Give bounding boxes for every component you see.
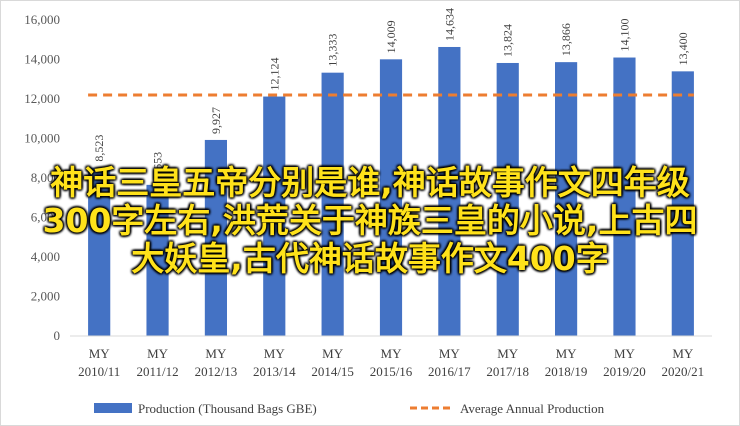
bar bbox=[263, 96, 286, 337]
y-tick-label: 2,000 bbox=[31, 289, 60, 304]
x-tick-label: 2011/12 bbox=[136, 364, 178, 379]
bar bbox=[321, 72, 344, 336]
bar-value-label: 13,824 bbox=[501, 24, 515, 57]
x-tick-label: 2014/15 bbox=[311, 364, 354, 379]
x-axis: MY 2010/11 MY 2011/12 MY 2012/13 MY 2013/14 MY 20… bbox=[70, 335, 712, 379]
bar-value-label: 13,866 bbox=[559, 23, 573, 56]
bars bbox=[88, 46, 694, 337]
x-tick-label: MY bbox=[672, 346, 694, 361]
bar bbox=[438, 46, 461, 336]
y-tick-label: 14,000 bbox=[24, 52, 60, 67]
x-tick-label: MY bbox=[147, 346, 169, 361]
y-axis: 0 2,000 4,000 6,000 8,000 10,000 12,000 14,000 1… bbox=[24, 12, 60, 343]
bar bbox=[613, 57, 636, 337]
legend-label: Average Annual Production bbox=[460, 401, 605, 416]
x-tick-label: MY bbox=[322, 346, 344, 361]
bar bbox=[555, 62, 578, 337]
bar-value-label: 14,009 bbox=[384, 20, 398, 53]
x-tick-label: 2016/17 bbox=[428, 364, 471, 379]
x-tick-label: 2019/20 bbox=[603, 364, 646, 379]
bar-value-label: 14,100 bbox=[617, 19, 631, 52]
legend-label: Production (Thousand Bags GBE) bbox=[138, 401, 317, 416]
legend-swatch-bar bbox=[94, 403, 132, 413]
y-tick-label: 0 bbox=[54, 328, 61, 343]
y-tick-label: 4,000 bbox=[31, 249, 60, 264]
x-tick-label: MY bbox=[614, 346, 636, 361]
bar bbox=[379, 59, 403, 336]
bar-value-label: 7,653 bbox=[151, 152, 165, 179]
bar bbox=[204, 139, 227, 336]
bar-value-label: 13,400 bbox=[676, 32, 690, 65]
x-tick-label: MY bbox=[556, 346, 578, 361]
bar-value-label: 14,634 bbox=[442, 8, 456, 41]
x-tick-label: 2020/21 bbox=[662, 364, 705, 379]
x-tick-label: MY bbox=[264, 346, 286, 361]
x-tick-label: 2018/19 bbox=[545, 364, 588, 379]
bar-labels: 8,523 7,653 9,927 12,124 13,333 14,009 14,634 1… bbox=[92, 8, 690, 179]
x-tick-label: 2015/16 bbox=[370, 364, 413, 379]
x-tick-label: 2013/14 bbox=[253, 364, 296, 379]
x-tick-label: MY bbox=[205, 346, 227, 361]
bar-value-label: 9,927 bbox=[209, 107, 223, 134]
x-tick-label: MY bbox=[381, 346, 403, 361]
x-tick-label: MY bbox=[439, 346, 461, 361]
bar bbox=[496, 62, 519, 336]
bar-value-label: 12,124 bbox=[267, 58, 281, 91]
bar bbox=[671, 71, 694, 336]
y-tick-label: 12,000 bbox=[24, 91, 60, 106]
x-tick-label: 2017/18 bbox=[486, 364, 529, 379]
y-tick-label: 16,000 bbox=[24, 12, 60, 27]
x-tick-label: 2010/11 bbox=[78, 364, 120, 379]
y-tick-label: 10,000 bbox=[24, 131, 60, 146]
x-tick-label: 2012/13 bbox=[195, 364, 238, 379]
y-tick-label: 8,000 bbox=[31, 170, 60, 185]
x-tick-label: MY bbox=[89, 346, 111, 361]
bar bbox=[146, 184, 169, 336]
y-tick-label: 6,000 bbox=[31, 210, 60, 225]
bar bbox=[88, 167, 111, 336]
bar-value-label: 8,523 bbox=[92, 135, 106, 162]
bar-value-label: 13,333 bbox=[326, 34, 340, 67]
x-tick-label: MY bbox=[497, 346, 519, 361]
legend: Production (Thousand Bags GBE) Average An… bbox=[94, 401, 605, 416]
